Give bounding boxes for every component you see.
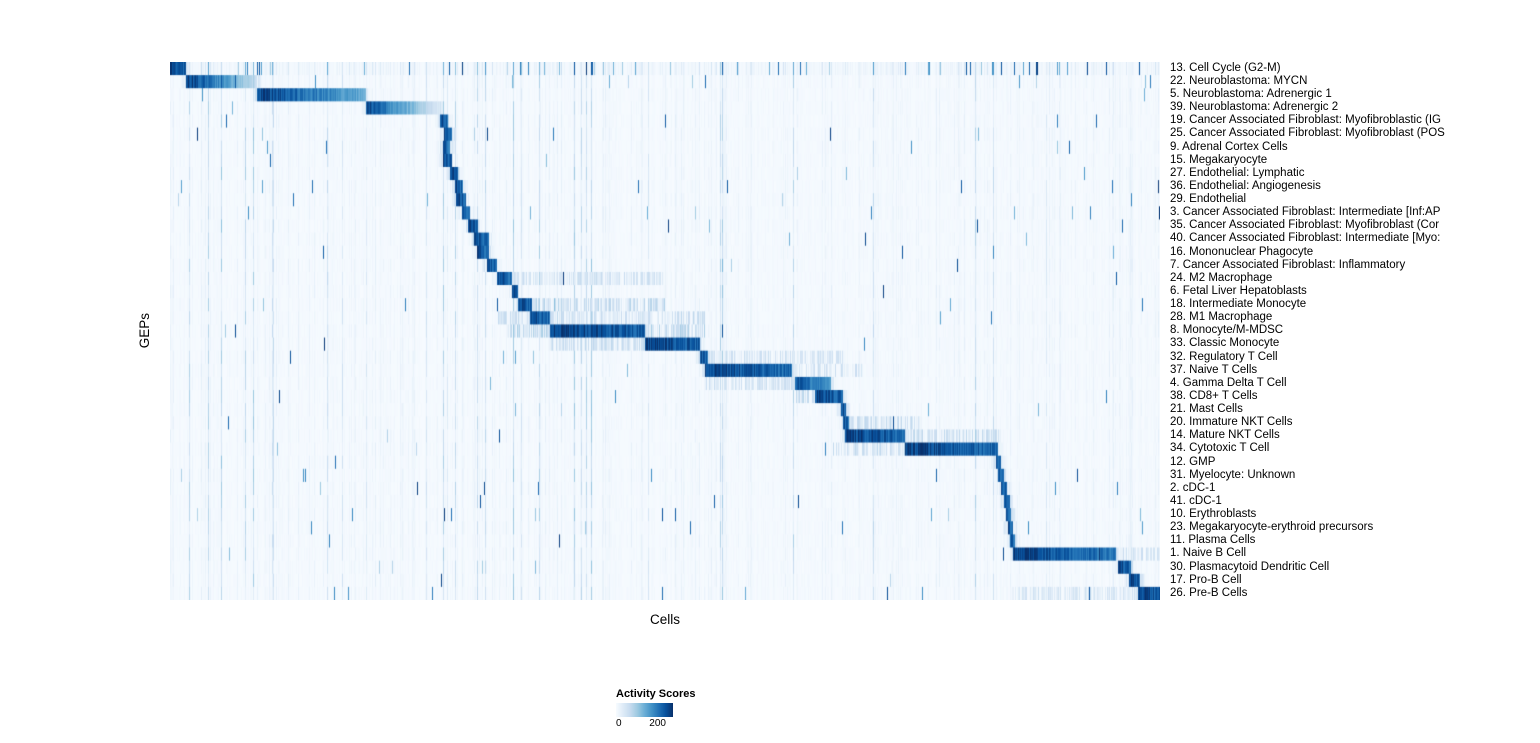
- row-label: 39. Neuroblastoma: Adrenergic 2: [1170, 101, 1339, 114]
- legend-gradient-bar: [616, 703, 673, 717]
- row-label: 21. Mast Cells: [1170, 403, 1243, 416]
- row-label: 15. Megakaryocyte: [1170, 153, 1268, 166]
- legend: Activity Scores 0 200: [616, 688, 726, 731]
- row-label: 1. Naive B Cell: [1170, 547, 1247, 560]
- row-label: 25. Cancer Associated Fibroblast: Myofib…: [1170, 127, 1445, 140]
- row-label: 29. Endothelial: [1170, 193, 1247, 206]
- row-label: 36. Endothelial: Angiogenesis: [1170, 179, 1321, 192]
- row-label: 20. Immature NKT Cells: [1170, 416, 1293, 429]
- row-label: 18. Intermediate Monocyte: [1170, 298, 1307, 311]
- legend-ticks: 0 200: [616, 718, 673, 731]
- row-label: 16. Mononuclear Phagocyte: [1170, 245, 1314, 258]
- y-axis-label-wrap: GEPs: [132, 62, 156, 600]
- row-label: 14. Mature NKT Cells: [1170, 429, 1280, 442]
- row-label: 27. Endothelial: Lymphatic: [1170, 166, 1305, 179]
- row-label: 23. Megakaryocyte-erythroid precursors: [1170, 521, 1374, 534]
- row-label: 4. Gamma Delta T Cell: [1170, 376, 1287, 389]
- row-label: 34. Cytotoxic T Cell: [1170, 442, 1270, 455]
- row-label: 10. Erythroblasts: [1170, 508, 1257, 521]
- row-label: 17. Pro-B Cell: [1170, 573, 1242, 586]
- row-label: 5. Neuroblastoma: Adrenergic 1: [1170, 88, 1332, 101]
- legend-tick-min: 0: [616, 718, 622, 729]
- row-label: 6. Fetal Liver Hepatoblasts: [1170, 284, 1307, 297]
- row-label: 2. cDC-1: [1170, 481, 1216, 494]
- heatmap-canvas: [170, 62, 1160, 600]
- row-label: 40. Cancer Associated Fibroblast: Interm…: [1170, 232, 1441, 245]
- row-label: 24. M2 Macrophage: [1170, 271, 1273, 284]
- row-label: 7. Cancer Associated Fibroblast: Inflamm…: [1170, 258, 1406, 271]
- row-label: 26. Pre-B Cells: [1170, 586, 1248, 599]
- row-label: 32. Regulatory T Cell: [1170, 350, 1278, 363]
- row-labels-container: 13. Cell Cycle (G2-M) 22. Neuroblastoma: …: [1170, 62, 1540, 600]
- row-label: 33. Classic Monocyte: [1170, 337, 1280, 350]
- row-label: 22. Neuroblastoma: MYCN: [1170, 74, 1308, 87]
- row-label: 13. Cell Cycle (G2-M): [1170, 61, 1281, 74]
- row-label: 31. Myelocyte: Unknown: [1170, 468, 1296, 481]
- row-label: 8. Monocyte/M-MDSC: [1170, 324, 1284, 337]
- x-axis-label: Cells: [649, 612, 680, 627]
- row-label: 37. Naive T Cells: [1170, 363, 1258, 376]
- row-label: 35. Cancer Associated Fibroblast: Myofib…: [1170, 219, 1440, 232]
- legend-tick-max: 200: [649, 718, 666, 729]
- row-label: 12. GMP: [1170, 455, 1216, 468]
- row-label: 30. Plasmacytoid Dendritic Cell: [1170, 560, 1330, 573]
- row-label: 3. Cancer Associated Fibroblast: Interme…: [1170, 206, 1441, 219]
- y-axis-label: GEPs: [136, 313, 152, 349]
- legend-title: Activity Scores: [616, 688, 696, 700]
- row-label: 19. Cancer Associated Fibroblast: Myofib…: [1170, 114, 1442, 127]
- row-label: 38. CD8+ T Cells: [1170, 389, 1258, 402]
- row-label: 28. M1 Macrophage: [1170, 311, 1273, 324]
- row-label: 11. Plasma Cells: [1170, 534, 1256, 547]
- row-label: 9. Adrenal Cortex Cells: [1170, 140, 1288, 153]
- row-label: 41. cDC-1: [1170, 494, 1222, 507]
